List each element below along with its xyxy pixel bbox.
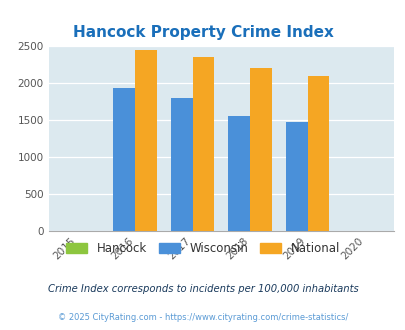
Bar	[192, 57, 214, 231]
Text: © 2025 CityRating.com - https://www.cityrating.com/crime-statistics/: © 2025 CityRating.com - https://www.city…	[58, 313, 347, 322]
Text: Crime Index corresponds to incidents per 100,000 inhabitants: Crime Index corresponds to incidents per…	[47, 284, 358, 294]
Bar	[170, 98, 192, 231]
Bar	[249, 68, 271, 231]
Legend: Hancock, Wisconsin, National: Hancock, Wisconsin, National	[61, 237, 344, 260]
Text: Hancock Property Crime Index: Hancock Property Crime Index	[72, 25, 333, 41]
Bar	[113, 88, 135, 231]
Bar	[307, 76, 328, 231]
Bar	[285, 121, 307, 231]
Bar	[228, 116, 249, 231]
Bar	[134, 50, 156, 231]
